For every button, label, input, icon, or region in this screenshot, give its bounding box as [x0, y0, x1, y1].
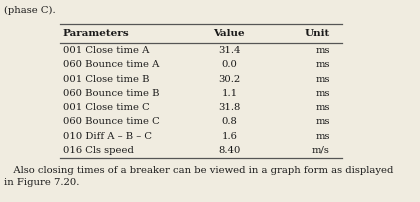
- Text: 1.6: 1.6: [221, 132, 237, 141]
- Text: 001 Close time A: 001 Close time A: [63, 46, 149, 55]
- Text: ms: ms: [315, 132, 330, 141]
- Text: 060 Bounce time C: 060 Bounce time C: [63, 117, 160, 126]
- Text: ms: ms: [315, 75, 330, 84]
- Text: 8.40: 8.40: [218, 146, 241, 155]
- Text: 0.0: 0.0: [221, 60, 237, 69]
- Text: (phase C).: (phase C).: [3, 6, 55, 15]
- Text: ms: ms: [315, 103, 330, 112]
- Text: Parameters: Parameters: [63, 29, 129, 38]
- Text: 1.1: 1.1: [221, 89, 237, 98]
- Text: Value: Value: [213, 29, 245, 38]
- Text: Unit: Unit: [304, 29, 330, 38]
- Text: 001 Close time B: 001 Close time B: [63, 75, 150, 84]
- Text: 016 Cls speed: 016 Cls speed: [63, 146, 134, 155]
- Text: ms: ms: [315, 117, 330, 126]
- Text: 30.2: 30.2: [218, 75, 241, 84]
- Text: 010 Diff A – B – C: 010 Diff A – B – C: [63, 132, 152, 141]
- Text: 31.4: 31.4: [218, 46, 241, 55]
- Text: 060 Bounce time B: 060 Bounce time B: [63, 89, 159, 98]
- Text: 001 Close time C: 001 Close time C: [63, 103, 150, 112]
- Text: Also closing times of a breaker can be viewed in a graph form as displayed
in Fi: Also closing times of a breaker can be v…: [3, 166, 393, 187]
- Text: 0.8: 0.8: [221, 117, 237, 126]
- Text: 060 Bounce time A: 060 Bounce time A: [63, 60, 159, 69]
- Text: ms: ms: [315, 89, 330, 98]
- Text: ms: ms: [315, 46, 330, 55]
- Text: ms: ms: [315, 60, 330, 69]
- Text: m/s: m/s: [312, 146, 330, 155]
- Text: 31.8: 31.8: [218, 103, 241, 112]
